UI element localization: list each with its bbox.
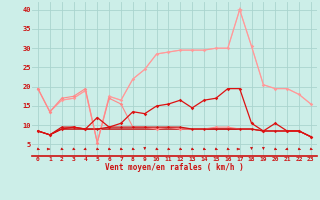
X-axis label: Vent moyen/en rafales ( km/h ): Vent moyen/en rafales ( km/h ) [105, 164, 244, 172]
